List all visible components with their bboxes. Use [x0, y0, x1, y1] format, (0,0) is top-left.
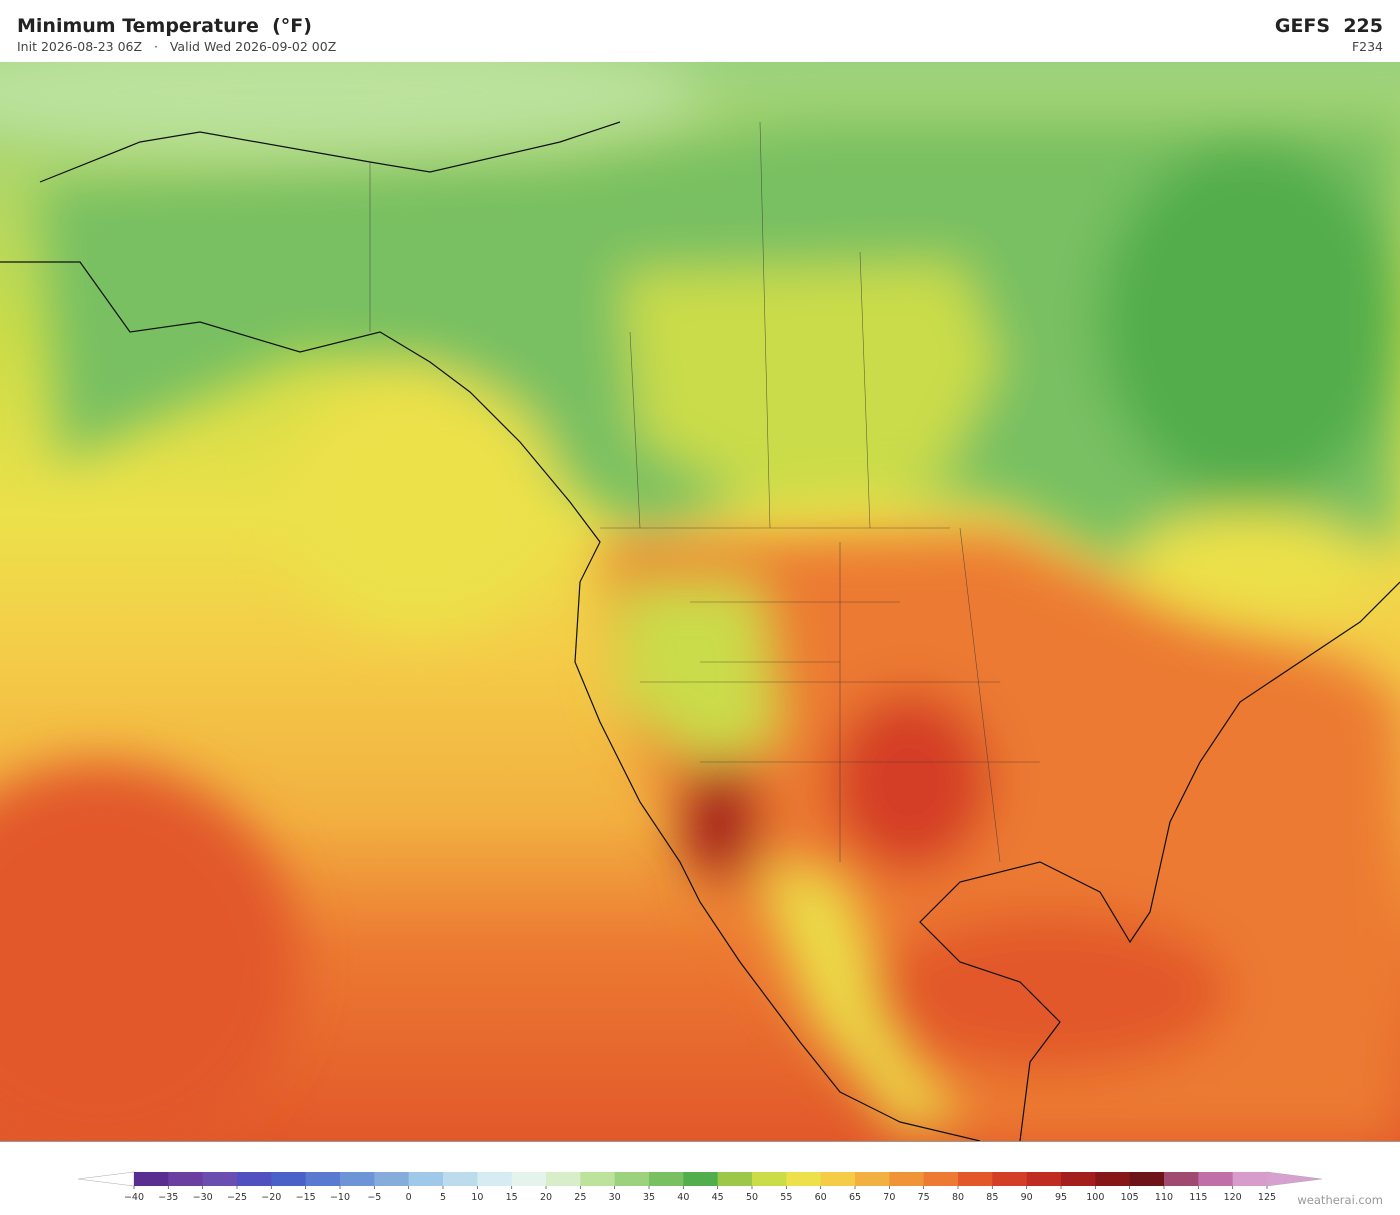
colorbar-segment [649, 1172, 684, 1186]
colorbar-segment [237, 1172, 272, 1186]
colorbar-segment [443, 1172, 478, 1186]
colorbar-segment [580, 1172, 616, 1186]
model-label: GEFS 225 [1274, 15, 1383, 37]
colorbar-segment [477, 1172, 513, 1186]
colorbar-tick-label: 80 [952, 1192, 964, 1203]
colorbar-tick-label: 0 [406, 1192, 412, 1203]
colorbar-tick-label: 75 [918, 1192, 930, 1203]
colorbar-segment [1061, 1172, 1096, 1186]
colorbar-tick-label: −40 [124, 1192, 144, 1203]
colorbar-segment [786, 1172, 822, 1186]
colorbar-segment [134, 1172, 169, 1186]
colorbar-segment [820, 1172, 856, 1186]
colorbar-segment [992, 1172, 1028, 1186]
colorbar-tick-label: 55 [780, 1192, 792, 1203]
forecast-step: F234 [1351, 39, 1383, 54]
colorbar-tick-label: −30 [193, 1192, 213, 1203]
colorbar-tick-label: 20 [540, 1192, 552, 1203]
colorbar-tick-label: 60 [815, 1192, 827, 1203]
colorbar-tick-label: −15 [296, 1192, 316, 1203]
map [0, 62, 1400, 1141]
colorbar-segment [1129, 1172, 1165, 1186]
colorbar-segment [717, 1172, 753, 1186]
borders [369, 121, 1040, 863]
colorbar-tick-label: 25 [574, 1192, 586, 1203]
colorbar-segment [958, 1172, 993, 1186]
colorbar-tick-label: 70 [883, 1192, 895, 1203]
colorbar-segment [1026, 1172, 1062, 1186]
colorbar-tick-label: 15 [506, 1192, 518, 1203]
colorbar-segment [855, 1172, 890, 1186]
colorbar-over [1266, 1171, 1323, 1187]
colorbar: −40 −35 −30 −25 −20 −15 −10 −5 0 5 10 15 20 25 30 35 40 4… [77, 1171, 1323, 1203]
colorbar-under [77, 1171, 135, 1187]
colorbar-tick-label: 65 [849, 1192, 861, 1203]
map-frame [0, 1141, 1400, 1142]
colorbar-tick-label: 100 [1086, 1192, 1104, 1203]
colorbar-tick-label: 50 [746, 1192, 758, 1203]
colorbar-tick-label: −20 [261, 1192, 281, 1203]
colorbar-tick-label: 95 [1055, 1192, 1067, 1203]
colorbar-segment [546, 1172, 581, 1186]
colorbar-segment [340, 1172, 375, 1186]
colorbar-tick-label: −5 [367, 1192, 381, 1203]
colorbar-tick-label: 85 [986, 1192, 998, 1203]
colorbar-segment [271, 1172, 307, 1186]
colorbar-segment [889, 1172, 925, 1186]
colorbar-segment [168, 1172, 204, 1186]
colorbar-segment [1095, 1172, 1131, 1186]
colorbar-segment [202, 1172, 238, 1186]
colorbar-segment [1164, 1172, 1199, 1186]
colorbar-segment [752, 1172, 787, 1186]
colorbar-tick-label: 105 [1121, 1192, 1139, 1203]
colorbar-tick-label: −35 [158, 1192, 178, 1203]
colorbar-segment [511, 1172, 547, 1186]
colorbar-segment [923, 1172, 959, 1186]
colorbar-tick-label: 10 [471, 1192, 483, 1203]
colorbar-segment [614, 1172, 650, 1186]
title: Minimum Temperature (°F) [17, 15, 312, 37]
credit: weatherai.com [1297, 1193, 1383, 1207]
colorbar-tick-label: 5 [440, 1192, 446, 1203]
colorbar-tick-label: 40 [677, 1192, 689, 1203]
colorbar-segment [683, 1172, 719, 1186]
colorbar-segment [374, 1172, 410, 1186]
colorbar-tick-label: 30 [609, 1192, 621, 1203]
colorbar-tick-label: 45 [712, 1192, 724, 1203]
colorbar-tick-label: 115 [1189, 1192, 1207, 1203]
colorbar-tick-label: −10 [330, 1192, 350, 1203]
colorbar-tick-label: 120 [1224, 1192, 1242, 1203]
colorbar-tick-label: −25 [227, 1192, 247, 1203]
colorbar-segment [305, 1172, 341, 1186]
colorbar-tick-label: 35 [643, 1192, 655, 1203]
colorbar-segment [408, 1172, 444, 1186]
colorbar-segment [1198, 1172, 1234, 1186]
colorbar-segment [1232, 1172, 1268, 1186]
subtitle: Init 2026-08-23 06Z · Valid Wed 2026-09-… [17, 39, 337, 54]
colorbar-tick-label: 125 [1258, 1192, 1276, 1203]
colorbar-tick-label: 110 [1155, 1192, 1173, 1203]
colorbar-tick-label: 90 [1021, 1192, 1033, 1203]
